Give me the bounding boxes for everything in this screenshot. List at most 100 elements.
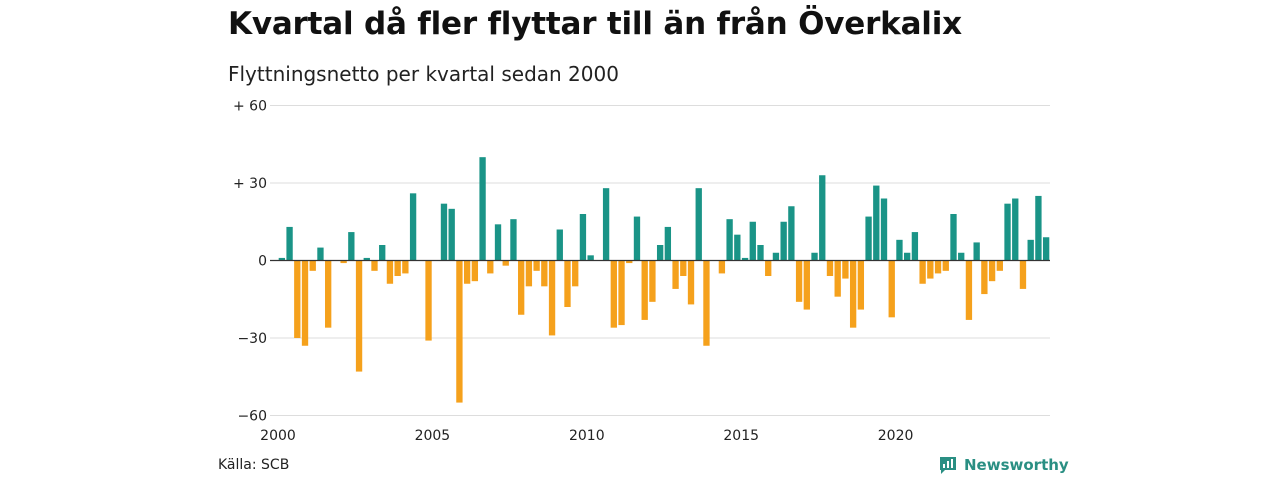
y-tick-label: + 30 <box>233 176 267 192</box>
bar <box>379 245 386 261</box>
bar <box>610 260 617 328</box>
bar <box>425 260 432 341</box>
bar <box>958 252 965 261</box>
bar <box>533 260 540 271</box>
bar <box>849 260 857 328</box>
bar <box>749 221 756 261</box>
y-axis-labels: + 60 + 30 0 −30 −60 <box>233 99 267 425</box>
bar <box>325 260 332 328</box>
bar <box>734 234 741 261</box>
y-tick-label: + 60 <box>233 99 267 115</box>
y-tick-label: 0 <box>258 254 267 270</box>
gridlines <box>270 105 1050 416</box>
bar <box>672 260 679 289</box>
bar <box>579 214 587 261</box>
bar <box>695 188 702 261</box>
bar <box>826 260 834 276</box>
bar <box>857 260 865 310</box>
bar <box>510 219 517 261</box>
bar <box>348 232 355 261</box>
bar <box>988 260 996 282</box>
y-tick-label: −30 <box>237 331 267 347</box>
bar <box>633 216 641 261</box>
bar <box>463 260 471 284</box>
bar <box>448 208 455 261</box>
bar <box>718 260 726 274</box>
bar <box>795 260 803 302</box>
x-tick-label: 2020 <box>878 428 914 444</box>
bar <box>741 257 749 261</box>
bar <box>757 245 764 261</box>
bar <box>1019 260 1027 289</box>
bar <box>811 252 818 261</box>
newsworthy-logo-icon <box>940 457 956 474</box>
bar <box>842 260 849 279</box>
bar <box>880 198 888 261</box>
bar <box>911 232 919 261</box>
bar <box>479 157 486 261</box>
bar <box>950 214 957 261</box>
bar <box>1042 237 1050 261</box>
x-tick-label: 2010 <box>569 428 605 444</box>
bar <box>865 216 872 261</box>
bar <box>494 224 502 261</box>
bar <box>317 247 324 261</box>
bar <box>602 188 610 261</box>
bar <box>641 260 648 320</box>
bar <box>772 252 780 261</box>
bar <box>294 260 301 338</box>
bar <box>286 226 293 261</box>
x-tick-label: 2000 <box>260 428 296 444</box>
bar <box>278 257 286 261</box>
bar <box>680 260 687 276</box>
bar <box>309 260 316 271</box>
bar <box>409 193 417 261</box>
bar <box>819 175 826 261</box>
bar <box>664 226 672 261</box>
chart-subtitle: Flyttningsnetto per kvartal sedan 2000 <box>228 62 619 86</box>
x-tick-label: 2005 <box>415 428 451 444</box>
bar <box>518 260 525 315</box>
bar <box>765 260 772 276</box>
bar <box>834 260 841 297</box>
bar <box>402 260 409 274</box>
bar <box>888 260 895 318</box>
bar <box>456 260 463 403</box>
x-tick-label: 2015 <box>723 428 759 444</box>
bar <box>904 252 911 261</box>
bar <box>656 245 664 261</box>
bar <box>1035 195 1042 261</box>
bar <box>780 221 787 261</box>
bar <box>541 260 548 287</box>
bars <box>270 157 1050 403</box>
bar <box>363 257 370 261</box>
brand-logo[interactable]: Newsworthy <box>938 455 1069 475</box>
bar <box>355 260 363 372</box>
bar <box>996 260 1003 271</box>
bar <box>942 260 949 271</box>
y-tick-label: −60 <box>237 409 267 425</box>
source-note: Källa: SCB <box>218 457 290 473</box>
bar <box>340 260 347 264</box>
bar <box>896 239 903 261</box>
bar <box>1004 203 1011 261</box>
bar <box>726 219 733 261</box>
bar <box>873 185 880 261</box>
bar <box>626 260 633 264</box>
chart-title: Kvartal då fler flyttar till än från Öve… <box>228 6 962 42</box>
bar <box>1012 198 1019 261</box>
bar <box>525 260 533 287</box>
bar <box>919 260 926 284</box>
bar <box>703 260 710 346</box>
bar <box>301 260 309 346</box>
bar <box>487 260 494 274</box>
bar <box>564 260 571 307</box>
bar <box>618 260 625 326</box>
bar <box>973 242 980 261</box>
bar <box>556 229 563 261</box>
bar <box>386 260 394 284</box>
bar <box>981 260 988 295</box>
bar <box>927 260 934 279</box>
bar <box>502 260 509 266</box>
